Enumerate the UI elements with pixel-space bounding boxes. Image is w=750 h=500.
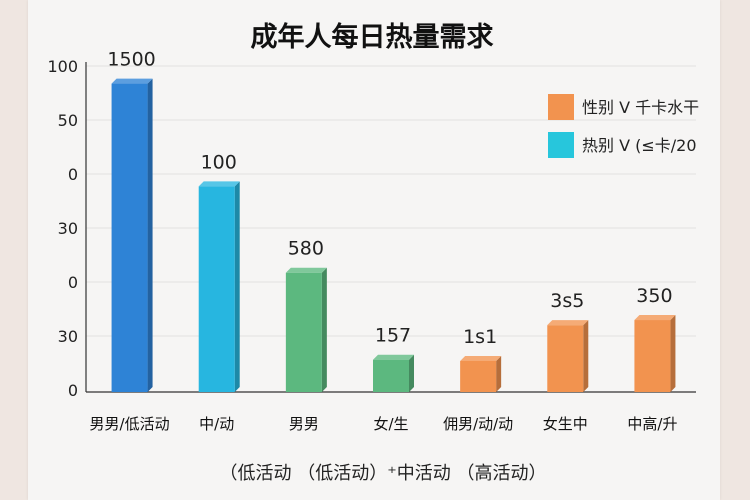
x-tick-label: 男男 [289, 415, 319, 433]
bar [111, 83, 148, 393]
bar-chart: 成年人每日热量需求 100 50 0 30 0 30 0 1500 100 580 157 1s1 3… [47, 21, 699, 484]
bar-side [409, 354, 414, 392]
bar-top [547, 320, 589, 326]
bar [460, 360, 497, 392]
y-tick-label: 30 [58, 219, 78, 238]
bar-side [496, 355, 502, 392]
bar-side [147, 78, 153, 393]
x-tick-label: 男男/低活动 [90, 415, 170, 433]
bar [634, 320, 671, 392]
x-tick-label: 女/生 [373, 415, 408, 433]
bar-side [583, 320, 589, 392]
chart-title: 成年人每日热量需求 [251, 21, 494, 53]
bar [547, 325, 584, 392]
y-tick-label: 0 [68, 273, 78, 292]
data-label: 350 [636, 285, 672, 307]
data-label: 1500 [107, 49, 155, 71]
data-labels: 1500 100 580 157 1s1 3s5 350 [107, 49, 672, 348]
bar-top [373, 354, 414, 360]
y-tick-label: 100 [47, 57, 78, 76]
data-label: 100 [201, 151, 237, 173]
data-label: 3s5 [550, 290, 584, 312]
bar [285, 272, 322, 392]
x-tick-label: 女生中 [543, 415, 588, 433]
legend-label: 性别 V 千卡水干 [582, 98, 699, 117]
grid-lines [86, 65, 696, 337]
y-tick-label: 30 [58, 327, 78, 346]
bar-side [321, 267, 327, 392]
x-tick-label: 中高/升 [627, 415, 677, 433]
bars [111, 78, 676, 393]
bar-side [670, 315, 676, 392]
data-label: 157 [375, 325, 411, 347]
x-axis-label: （低活动 （低活动）⁺中活动 （高活动） [220, 463, 547, 484]
legend-swatch [548, 94, 574, 120]
bar [373, 359, 409, 392]
data-label: 580 [288, 238, 324, 260]
legend-label: 热别 V (≤卡/20 [582, 136, 697, 155]
bar-side [234, 181, 240, 392]
data-label: 1s1 [463, 326, 497, 348]
x-tick-label: 佣男/动/动 [443, 415, 513, 433]
bar-top [460, 355, 502, 361]
legend-swatch [548, 132, 574, 158]
y-tick-labels: 100 50 0 30 0 30 0 [47, 57, 78, 400]
bar-top [285, 267, 327, 273]
x-tick-labels: 男男/低活动 中/动 男男 女/生 佣男/动/动 女生中 中高/升 [90, 415, 678, 433]
bar [198, 186, 235, 392]
x-tick-label: 中/动 [199, 415, 234, 433]
y-tick-label: 0 [68, 381, 78, 400]
bar-top [198, 181, 240, 187]
y-tick-label: 50 [58, 111, 78, 130]
y-tick-label: 0 [68, 165, 78, 184]
chart-card: 成年人每日热量需求 100 50 0 30 0 30 0 1500 100 580 157 1s1 3… [28, 0, 720, 500]
bar-top [111, 78, 153, 84]
bar-top [634, 315, 676, 321]
